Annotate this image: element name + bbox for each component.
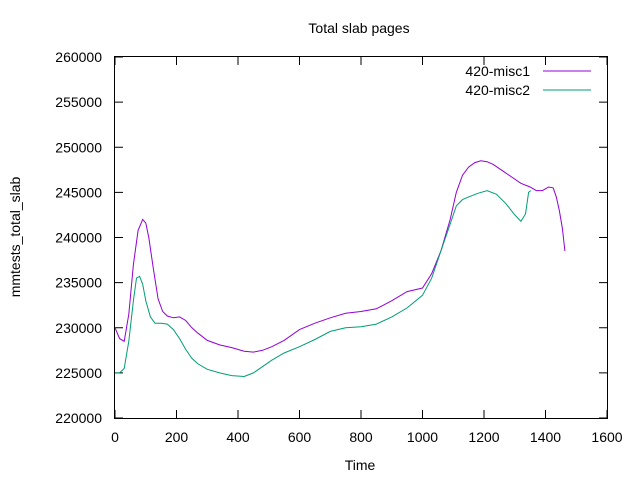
x-tick-label: 800 bbox=[349, 429, 373, 445]
y-tick-label: 235000 bbox=[55, 275, 102, 291]
series-line-420-misc1 bbox=[114, 160, 566, 353]
x-tick-label: 0 bbox=[111, 429, 119, 445]
y-axis-label: mmtests_total_slab bbox=[7, 176, 23, 297]
x-tick-label: 1000 bbox=[407, 429, 438, 445]
x-tick-label: 200 bbox=[165, 429, 189, 445]
y-tick-label: 230000 bbox=[55, 320, 102, 336]
y-tick-label: 260000 bbox=[55, 49, 102, 65]
legend-label: 420-misc2 bbox=[465, 82, 530, 98]
y-tick-label: 220000 bbox=[55, 410, 102, 426]
x-tick-label: 400 bbox=[226, 429, 250, 445]
y-tick-label: 255000 bbox=[55, 94, 102, 110]
plot-frame bbox=[114, 56, 608, 419]
y-axis-ticks: 220000 225000 230000 235000 240000 245000 2500… bbox=[55, 49, 607, 426]
chart-title: Total slab pages bbox=[308, 20, 409, 36]
y-tick-label: 245000 bbox=[55, 184, 102, 200]
series-layer bbox=[114, 160, 566, 378]
series-line-420-misc2 bbox=[115, 190, 532, 378]
x-axis-label: Time bbox=[345, 457, 376, 473]
legend-label: 420-misc1 bbox=[465, 63, 530, 79]
y-tick-label: 225000 bbox=[55, 365, 102, 381]
x-axis-ticks: 0 200 400 600 800 1000 1200 1400 1600 bbox=[111, 57, 623, 445]
x-tick-label: 1200 bbox=[468, 429, 499, 445]
y-tick-label: 240000 bbox=[55, 230, 102, 246]
legend: 420-misc1 420-misc2 bbox=[465, 63, 591, 98]
y-tick-label: 250000 bbox=[55, 139, 102, 155]
x-tick-label: 1600 bbox=[591, 429, 622, 445]
x-tick-label: 1400 bbox=[530, 429, 561, 445]
x-tick-label: 600 bbox=[288, 429, 312, 445]
